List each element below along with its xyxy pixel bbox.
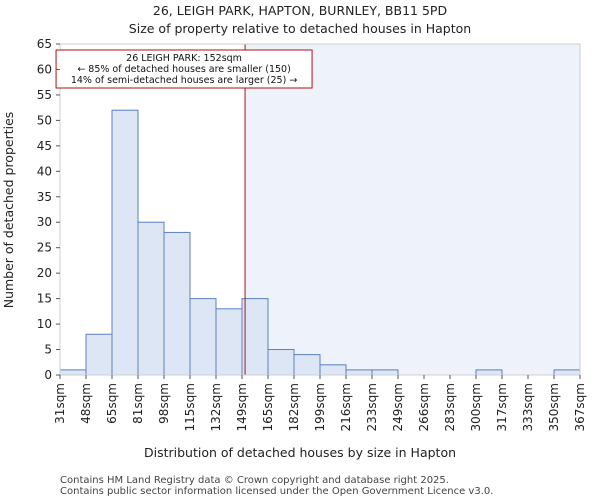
x-tick-label: 81sqm [131, 383, 145, 424]
bar-98sqm [163, 231, 191, 376]
x-tick-label: 249sqm [391, 383, 405, 431]
y-tick-label: 5 [44, 343, 52, 357]
y-axis: 0 5 10 15 20 25 30 35 40 45 50 55 60 65 [37, 37, 60, 382]
x-tick-label: 115sqm [183, 383, 197, 431]
x-tick-label: 48sqm [79, 383, 93, 424]
x-axis: 31sqm 48sqm 65sqm 81sqm 98sqm 115sqm 132sqm 149… [53, 375, 587, 431]
x-tick-label: 333sqm [521, 383, 535, 431]
x-tick-label: 266sqm [417, 383, 431, 431]
x-tick-label: 65sqm [105, 383, 119, 424]
x-tick-label: 182sqm [287, 383, 301, 431]
x-tick-label: 31sqm [53, 383, 67, 424]
x-tick-label: 317sqm [495, 383, 509, 431]
y-tick-label: 0 [44, 368, 52, 382]
bar-31sqm [59, 369, 87, 376]
footer-line-2: Contains public sector information licen… [60, 486, 493, 497]
y-tick-label: 10 [37, 317, 52, 331]
chart-subtitle: Size of property relative to detached ho… [129, 21, 471, 36]
y-tick-label: 40 [37, 164, 52, 178]
x-tick-label: 283sqm [443, 383, 457, 431]
footer-line-1: Contains HM Land Registry data © Crown c… [60, 475, 449, 486]
bar-233sqm [371, 369, 399, 376]
y-tick-label: 60 [37, 62, 52, 76]
bar-300sqm [475, 369, 503, 376]
x-tick-label: 233sqm [365, 383, 379, 431]
annotation-box: 26 LEIGH PARK: 152sqm ← 85% of detached … [55, 49, 313, 89]
y-tick-label: 25 [37, 241, 52, 255]
annotation-line-2: ← 85% of detached houses are smaller (15… [77, 64, 290, 75]
x-tick-label: 199sqm [313, 383, 327, 431]
bar-165sqm [267, 349, 295, 376]
highlight-region [245, 44, 580, 375]
y-tick-label: 35 [37, 190, 52, 204]
bar-132sqm [215, 308, 243, 376]
x-tick-label: 216sqm [339, 383, 353, 431]
y-tick-label: 15 [37, 292, 52, 306]
bar-182sqm [293, 354, 321, 376]
bar-149sqm [241, 298, 269, 376]
bar-199sqm [319, 364, 347, 376]
bar-65sqm [111, 109, 139, 376]
bar-81sqm [137, 221, 165, 376]
bar-48sqm [85, 333, 113, 376]
chart-title: 26, LEIGH PARK, HAPTON, BURNLEY, BB11 5P… [153, 3, 447, 18]
x-tick-label: 149sqm [235, 383, 249, 431]
x-tick-label: 165sqm [261, 383, 275, 431]
annotation-line-3: 14% of semi-detached houses are larger (… [71, 75, 298, 86]
y-tick-label: 20 [37, 266, 52, 280]
annotation-line-1: 26 LEIGH PARK: 152sqm [126, 53, 242, 64]
y-tick-label: 30 [37, 215, 52, 229]
x-tick-label: 350sqm [547, 383, 561, 431]
annotation-border [55, 49, 313, 89]
x-tick-label: 367sqm [573, 383, 587, 431]
bars-group [59, 109, 581, 376]
bar-216sqm [345, 369, 373, 376]
y-axis-label: Number of detached properties [1, 112, 16, 309]
y-tick-label: 45 [37, 139, 52, 153]
x-tick-label: 98sqm [157, 383, 171, 424]
x-axis-label: Distribution of detached houses by size … [144, 445, 456, 460]
y-tick-label: 65 [37, 37, 52, 51]
bar-350sqm [553, 369, 581, 376]
bar-115sqm [189, 298, 217, 376]
y-tick-label: 55 [37, 88, 52, 102]
plot-area: 26 LEIGH PARK: 152sqm ← 85% of detached … [55, 43, 581, 376]
x-tick-label: 132sqm [209, 383, 223, 431]
x-tick-label: 300sqm [469, 383, 483, 431]
y-tick-label: 50 [37, 113, 52, 127]
